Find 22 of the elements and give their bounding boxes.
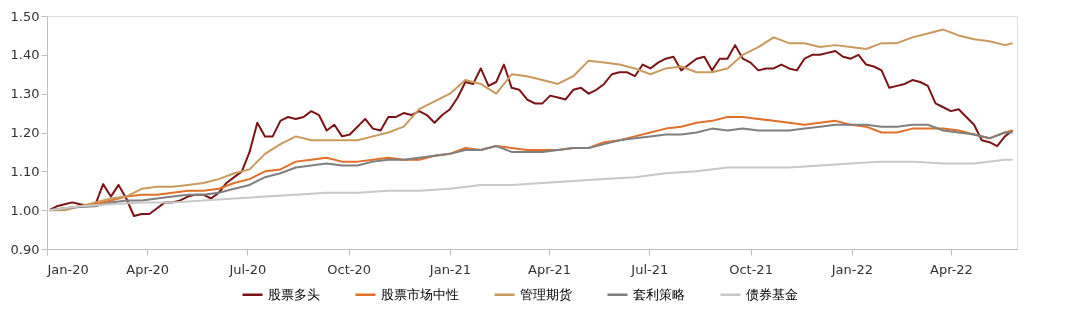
y-tick-label: 0.90 (10, 241, 40, 257)
legend-label: 股票多头 (268, 286, 320, 302)
y-tick-label: 1.30 (10, 86, 40, 102)
x-tick-label: Apr-21 (528, 261, 572, 277)
y-tick-label: 1.10 (10, 163, 40, 179)
x-tick-label: Apr-20 (126, 261, 170, 277)
x-tick-label: Oct-21 (729, 261, 773, 277)
legend-label: 管理期货 (520, 286, 572, 302)
x-tick-label: Jan-22 (830, 261, 873, 277)
y-tick-label: 1.40 (10, 47, 40, 63)
legend-label: 套利策略 (633, 286, 685, 302)
y-tick-label: 1.20 (10, 125, 40, 140)
legend-label: 股票市场中性 (381, 286, 459, 302)
x-tick-label: Jan-21 (428, 261, 472, 277)
x-tick-label: Jul-21 (630, 261, 669, 277)
x-tick-label: Jul-20 (228, 261, 267, 277)
y-tick-label: 1.50 (10, 8, 40, 24)
legend-label: 债券基金 (746, 286, 798, 302)
x-tick-label: Apr-22 (929, 261, 973, 277)
x-tick-label: Jan-20 (46, 261, 89, 277)
x-tick-label: Oct-20 (327, 261, 372, 277)
y-tick-label: 1.00 (10, 202, 40, 218)
